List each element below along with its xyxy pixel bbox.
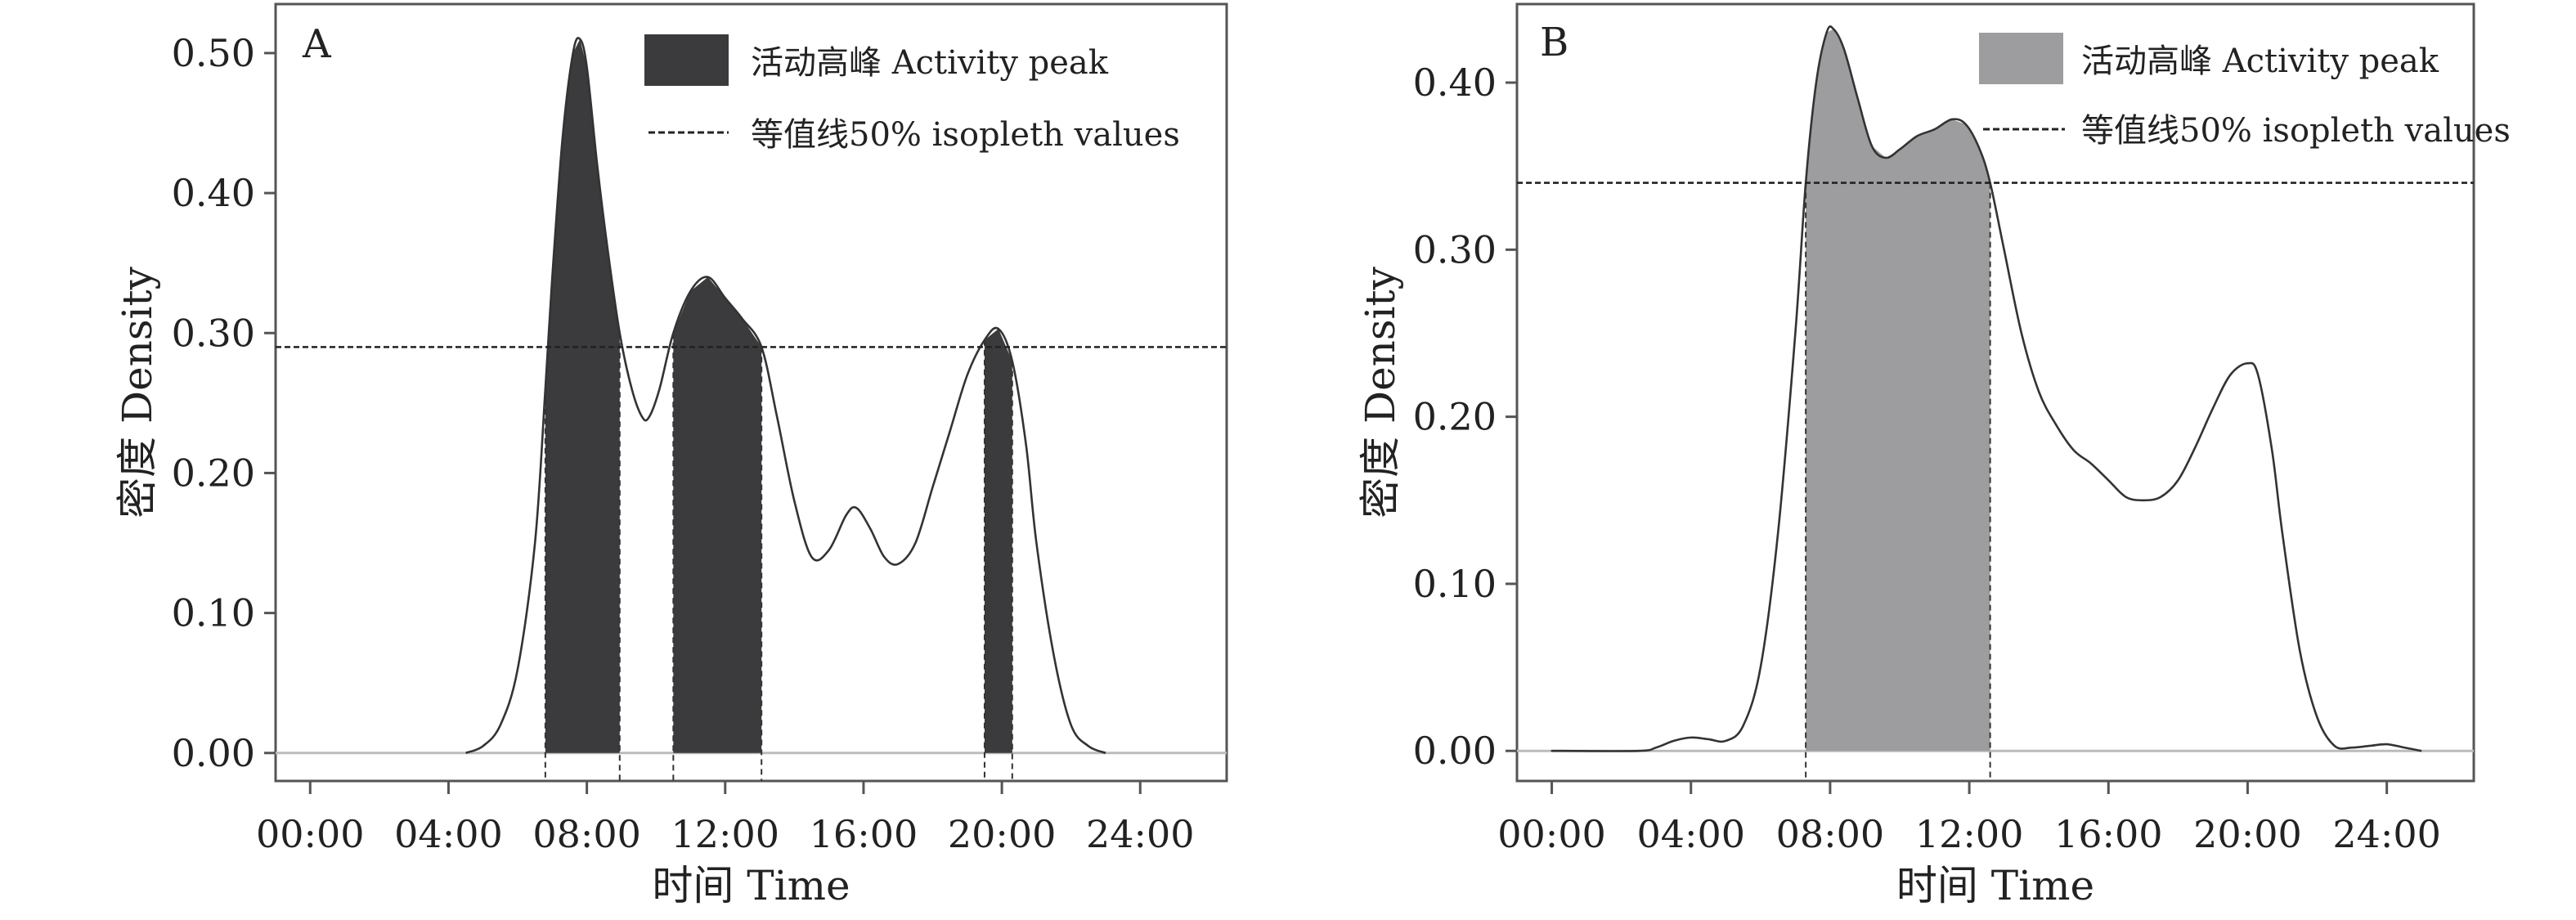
- activity-peak-area-1: [545, 39, 620, 753]
- legend: 活动高峰 Activity peak 等值线50% isopleth values: [1979, 33, 2511, 150]
- legend-peak-swatch: [1979, 33, 2063, 84]
- x-tick-label: 24:00: [2332, 812, 2441, 856]
- x-tick-label: 00:00: [256, 812, 365, 856]
- panel-a: 0.00 0.10 0.20 0.30 0.40 0.50 00:00 04:00 08:00 1…: [114, 2, 1228, 909]
- y-tick-label: 0.10: [172, 591, 255, 635]
- legend-peak-swatch: [644, 34, 729, 86]
- y-axis-title: 密度 Density: [114, 266, 161, 518]
- legend-peak-label: 活动高峰 Activity peak: [751, 44, 1109, 82]
- legend: 活动高峰 Activity peak 等值线50% isopleth values: [644, 34, 1180, 154]
- panel-label: A: [302, 21, 332, 67]
- density-curve: [465, 37, 1106, 754]
- activity-peak-area-1: [1806, 29, 1990, 752]
- legend-isopleth-label: 等值线50% isopleth values: [751, 116, 1180, 154]
- plot-frame: [1515, 2, 2475, 783]
- y-tick-label: 0.50: [172, 31, 255, 75]
- x-tick-label: 12:00: [1915, 812, 2024, 856]
- legend-peak-label: 活动高峰 Activity peak: [2081, 43, 2439, 80]
- x-axis-title: 时间 Time: [652, 862, 850, 909]
- y-tick-label: 0.30: [1413, 227, 1497, 272]
- legend-isopleth-label: 等值线50% isopleth values: [2081, 112, 2511, 150]
- activity-peak-area-3: [984, 329, 1012, 753]
- y-tick-label: 0.20: [1413, 395, 1497, 439]
- density-curve: [1551, 25, 2422, 752]
- x-tick-label: 24:00: [1086, 812, 1195, 856]
- x-tick-label: 12:00: [671, 812, 779, 856]
- y-tick-label: 0.20: [172, 451, 255, 495]
- x-tick-label: 16:00: [810, 812, 918, 856]
- y-tick-label: 0.10: [1413, 562, 1497, 606]
- x-tick-label: 20:00: [948, 812, 1057, 856]
- plot-frame: [274, 2, 1228, 783]
- x-tick-label: 04:00: [394, 812, 503, 856]
- y-tick-label: 0.00: [172, 731, 255, 775]
- y-tick-label: 0.00: [1413, 729, 1497, 773]
- x-tick-label: 08:00: [532, 812, 641, 856]
- x-tick-label: 04:00: [1636, 812, 1745, 856]
- panel-b: 0.00 0.10 0.20 0.30 0.40 00:00 04:00 08:00 12:00…: [1357, 2, 2511, 909]
- y-tick-label: 0.30: [172, 311, 255, 355]
- y-tick-label: 0.40: [1413, 61, 1497, 105]
- panel-label: B: [1540, 20, 1568, 65]
- y-axis-title: 密度 Density: [1357, 266, 1404, 518]
- x-tick-label: 20:00: [2193, 812, 2302, 856]
- x-axis-title: 时间 Time: [1896, 862, 2094, 909]
- x-tick-label: 00:00: [1497, 812, 1606, 856]
- x-tick-label: 16:00: [2054, 812, 2163, 856]
- activity-peak-area-2: [673, 277, 762, 753]
- x-tick-label: 08:00: [1776, 812, 1885, 856]
- y-tick-label: 0.40: [172, 171, 255, 215]
